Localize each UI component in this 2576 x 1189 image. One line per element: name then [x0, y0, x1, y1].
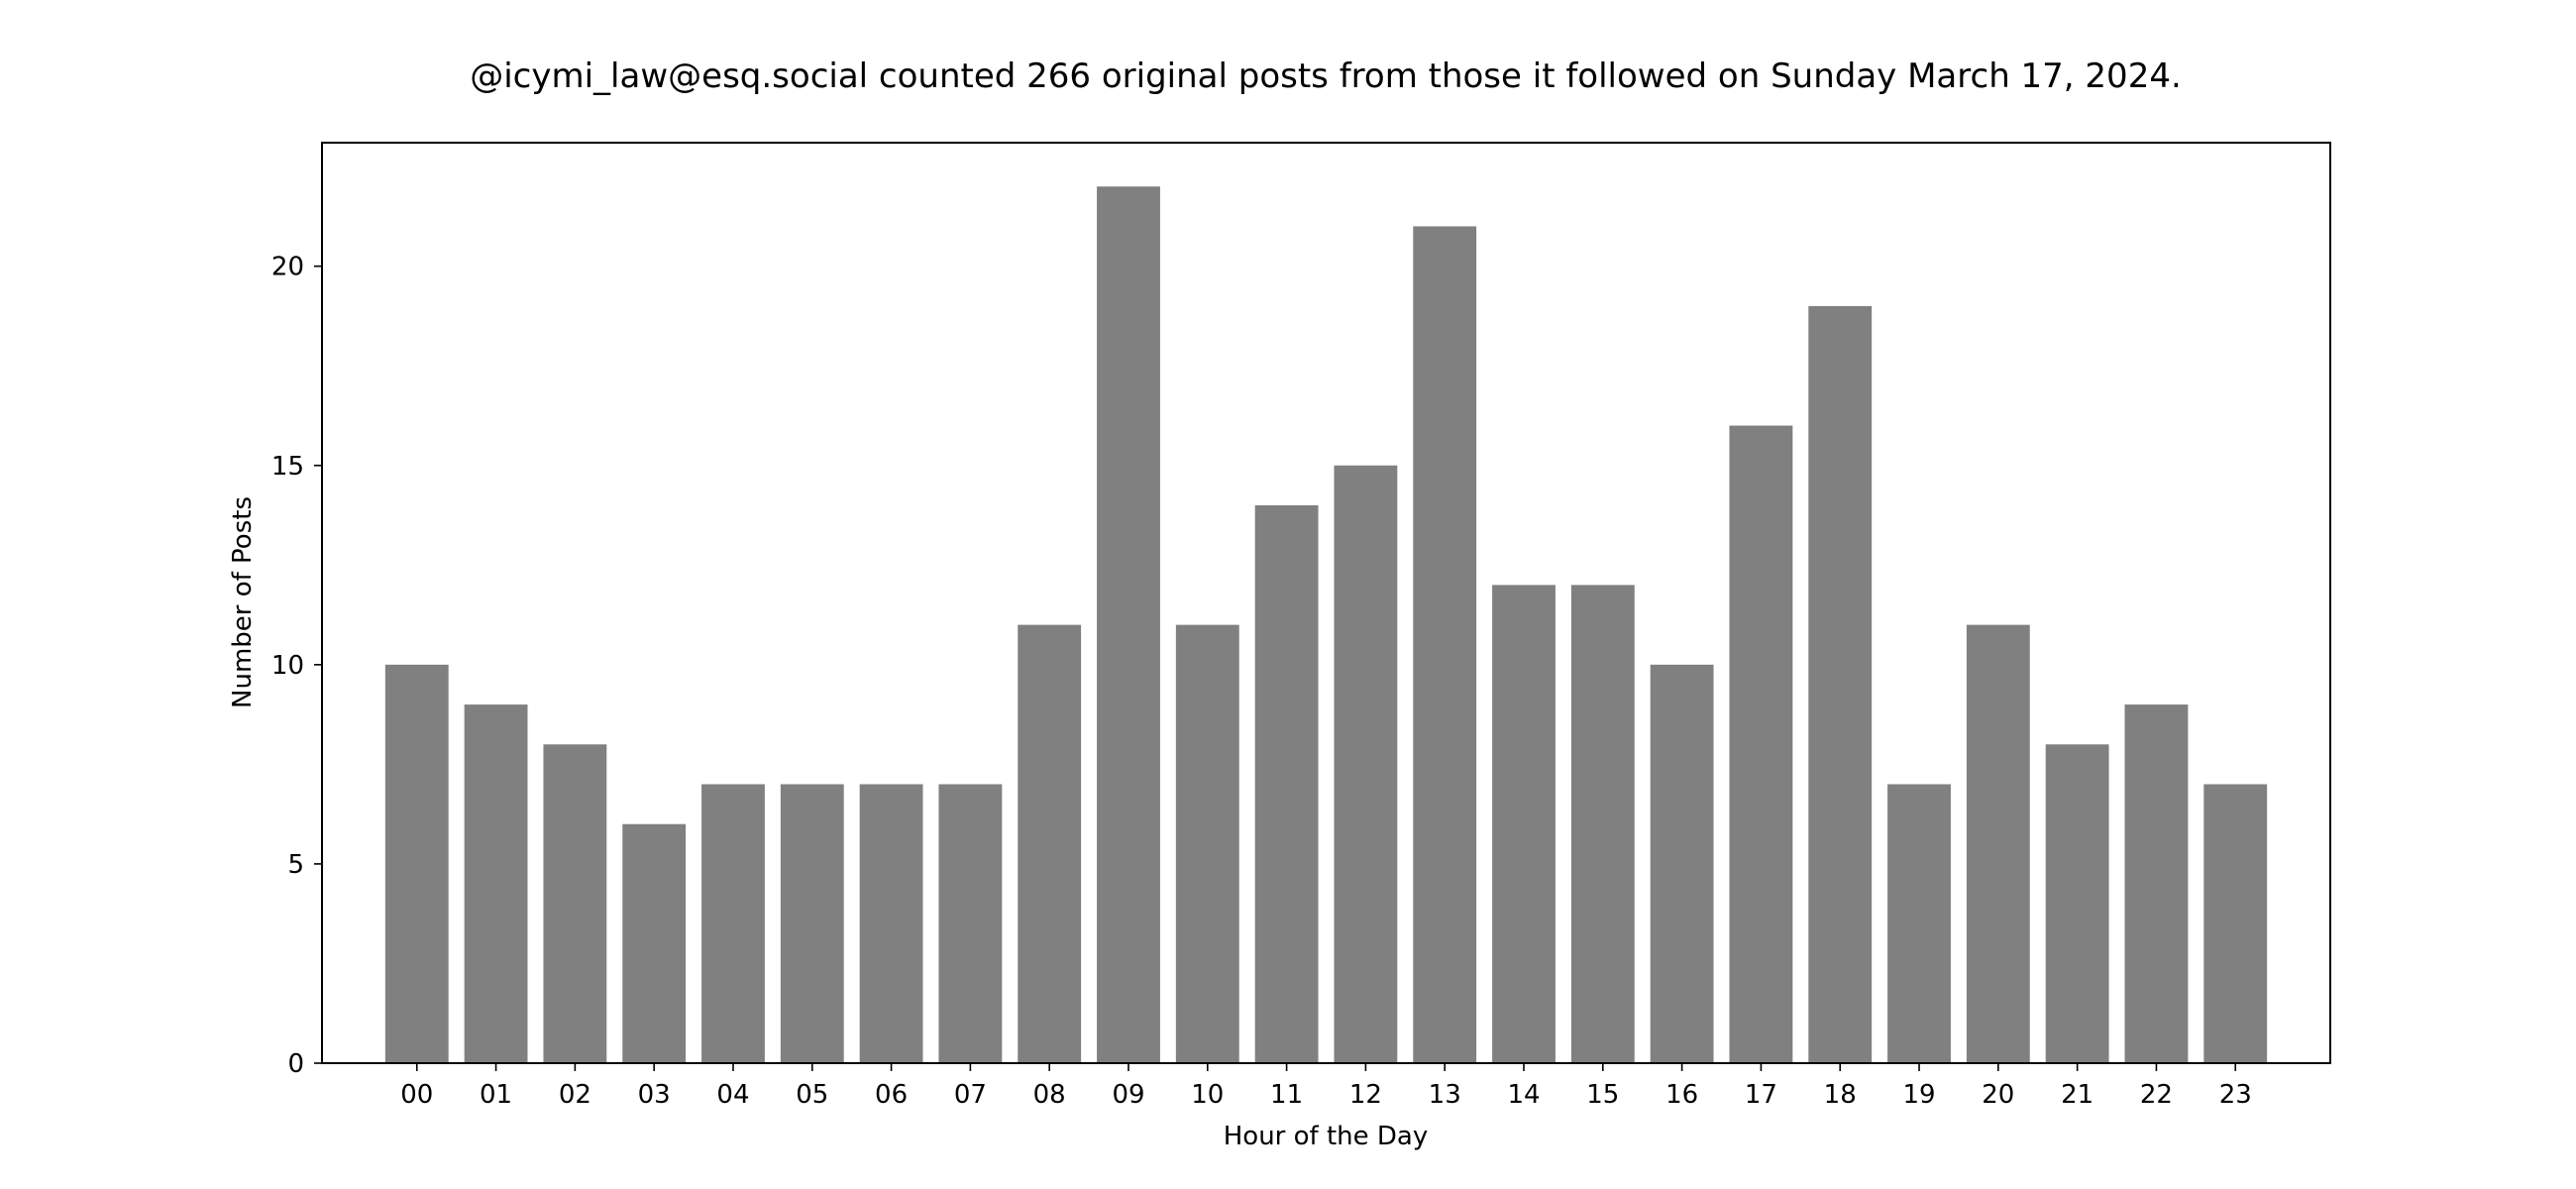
x-tick-label: 21	[2061, 1080, 2093, 1110]
bar-15	[1570, 585, 1635, 1063]
x-tick-label: 08	[1033, 1080, 1066, 1110]
bar-06	[859, 784, 923, 1063]
y-axis-label: Number of Posts	[228, 496, 258, 708]
x-tick-label: 00	[400, 1080, 433, 1110]
bar-18	[1808, 305, 1873, 1063]
x-tick-label: 06	[875, 1080, 908, 1110]
x-tick-label: 18	[1824, 1080, 1857, 1110]
bar-04	[701, 784, 765, 1063]
y-tick-label: 5	[287, 850, 304, 880]
x-tick-label: 14	[1507, 1080, 1540, 1110]
x-tick-label: 03	[638, 1080, 671, 1110]
y-tick-label: 15	[271, 452, 304, 482]
x-tick-label: 01	[480, 1080, 512, 1110]
x-tick-label: 09	[1112, 1080, 1144, 1110]
bar-01	[464, 704, 528, 1063]
x-tick-label: 16	[1665, 1080, 1698, 1110]
bar-10	[1175, 624, 1239, 1063]
chart-title: @icymi_law@esq.social counted 266 origin…	[470, 56, 2182, 96]
bar-02	[543, 744, 607, 1063]
x-tick-label: 11	[1270, 1080, 1303, 1110]
bar-19	[1887, 784, 1951, 1063]
bar-23	[2203, 784, 2268, 1063]
bar-09	[1097, 186, 1160, 1064]
x-tick-label: 13	[1429, 1080, 1461, 1110]
bar-03	[622, 823, 687, 1063]
bar-07	[938, 784, 1003, 1063]
plot-frame	[321, 142, 2331, 1064]
y-tick-label: 20	[271, 253, 304, 282]
y-axis-ticks: 0 5 10 15 20	[271, 253, 322, 1079]
y-tick-label: 0	[287, 1049, 304, 1079]
x-tick-label: 05	[796, 1080, 828, 1110]
x-tick-label: 02	[559, 1080, 591, 1110]
bar-21	[2045, 744, 2109, 1063]
bar-16	[1650, 664, 1714, 1063]
x-tick-label: 23	[2219, 1080, 2252, 1110]
bar-14	[1492, 585, 1556, 1063]
bar-12	[1334, 465, 1398, 1063]
bar-05	[780, 784, 844, 1063]
x-tick-label: 10	[1191, 1080, 1224, 1110]
x-tick-label: 12	[1349, 1080, 1382, 1110]
x-tick-label: 04	[716, 1080, 749, 1110]
bar-00	[384, 664, 449, 1063]
x-tick-label: 07	[954, 1080, 987, 1110]
x-tick-label: 22	[2140, 1080, 2173, 1110]
bar-08	[1018, 624, 1082, 1063]
bar-11	[1254, 504, 1319, 1064]
bars-group	[384, 186, 2268, 1064]
bar-17	[1729, 425, 1793, 1063]
bar-22	[2124, 704, 2189, 1063]
y-tick-label: 10	[271, 651, 304, 681]
x-tick-label: 20	[1982, 1080, 2014, 1110]
bar-20	[1966, 624, 2030, 1063]
x-tick-label: 17	[1745, 1080, 1777, 1110]
x-axis-ticks: 00 01 02 03 04 05 06 07 08 09 10 11 12 13 14 15 16 17 18 19…	[400, 1063, 2252, 1110]
x-tick-label: 19	[1902, 1080, 1935, 1110]
bar-13	[1413, 226, 1477, 1063]
x-tick-label: 15	[1586, 1080, 1619, 1110]
x-axis-label: Hour of the Day	[1224, 1122, 1429, 1151]
